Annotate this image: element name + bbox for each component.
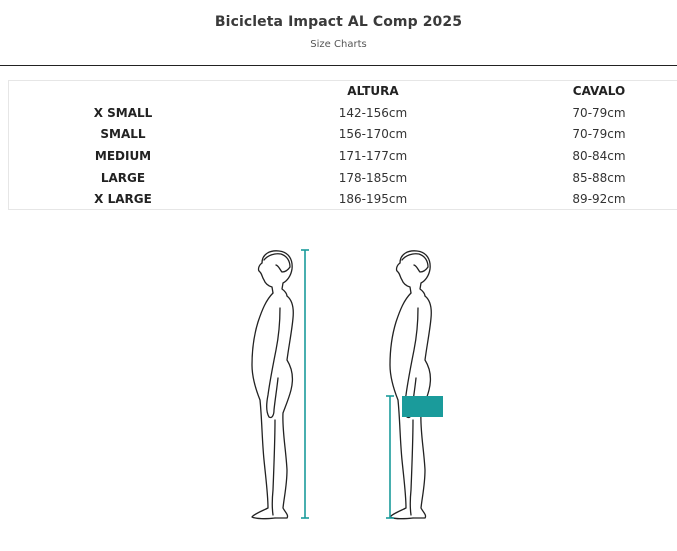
row-cavalo: 70-79cm — [572, 106, 626, 120]
header-cavalo: CAVALO — [572, 84, 626, 98]
row-altura: 171-177cm — [338, 149, 408, 163]
row-cavalo: 80-84cm — [572, 149, 626, 163]
row-altura: 142-156cm — [338, 106, 408, 120]
header-altura: ALTURA — [347, 84, 399, 98]
row-size: SMALL — [100, 127, 146, 141]
row-size: MEDIUM — [94, 149, 152, 163]
table-row: SMALL 156-170cm 70-79cm — [9, 124, 677, 144]
page-title: Bicicleta Impact AL Comp 2025 — [214, 14, 463, 30]
page-header: Bicicleta Impact AL Comp 2025 Size Chart… — [0, 0, 677, 66]
table-header-row: ALTURA CAVALO — [9, 81, 677, 101]
row-size: X SMALL — [93, 106, 153, 120]
row-altura: 156-170cm — [338, 127, 408, 141]
table-row: X LARGE 186-195cm 89-92cm — [9, 189, 677, 209]
measurement-illustration — [251, 249, 443, 520]
row-cavalo: 70-79cm — [572, 127, 626, 141]
page-subtitle: Size Charts — [310, 39, 367, 50]
row-cavalo: 89-92cm — [572, 192, 626, 206]
inseam-marker — [402, 396, 443, 417]
height-measure-bar — [301, 249, 309, 519]
height-measure-figure — [251, 250, 294, 520]
header-divider — [0, 65, 677, 66]
row-cavalo: 85-88cm — [572, 171, 626, 185]
row-altura: 178-185cm — [338, 171, 408, 185]
inseam-measure-figure — [389, 250, 432, 520]
row-altura: 186-195cm — [338, 192, 408, 206]
size-chart-table: ALTURA CAVALO X SMALL 142-156cm 70-79cm … — [8, 80, 677, 210]
table-row: LARGE 178-185cm 85-88cm — [9, 168, 677, 188]
row-size: X LARGE — [94, 192, 152, 206]
row-size: LARGE — [100, 171, 146, 185]
table-row: MEDIUM 171-177cm 80-84cm — [9, 146, 677, 166]
inseam-measure-bar — [386, 395, 394, 519]
table-row: X SMALL 142-156cm 70-79cm — [9, 103, 677, 123]
